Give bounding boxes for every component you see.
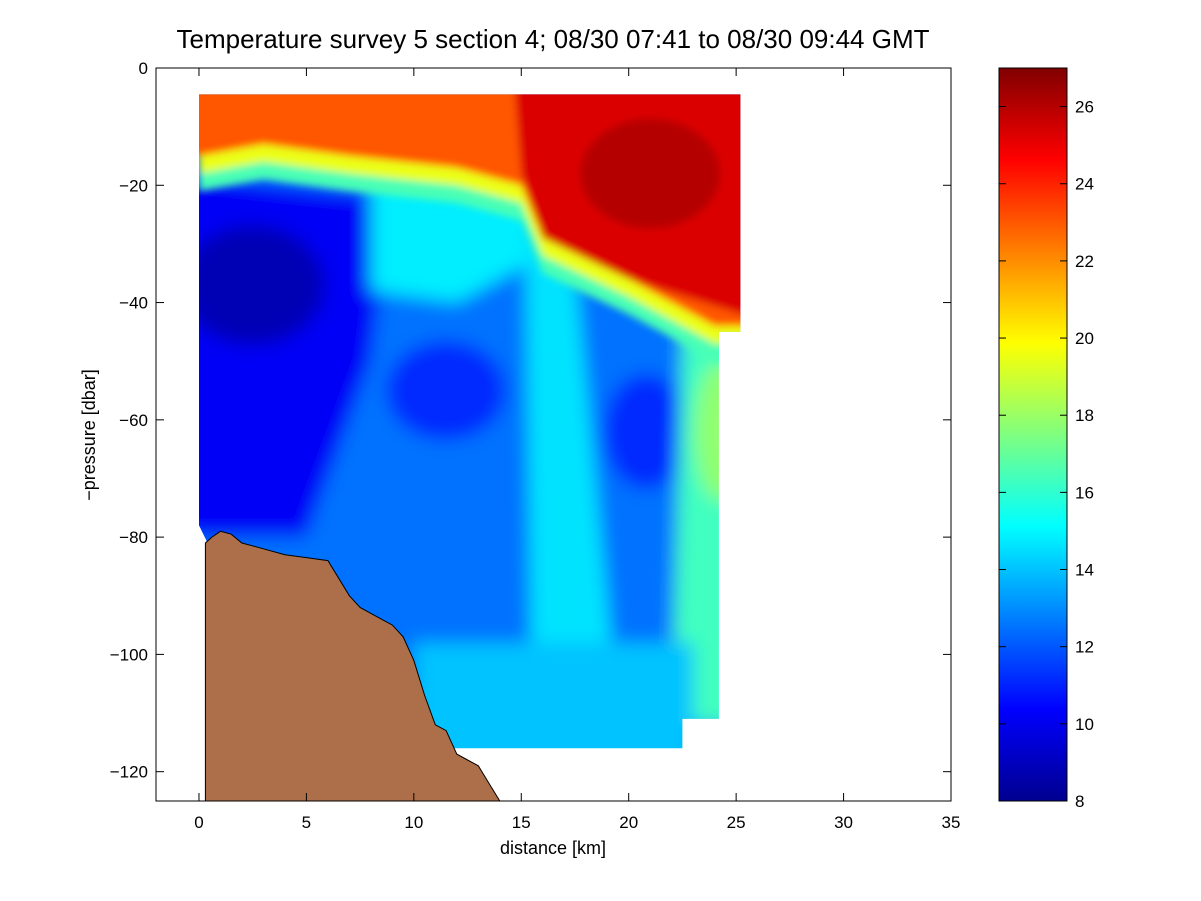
y-tick-label: −40	[119, 294, 148, 313]
x-tick-label: 0	[194, 813, 203, 832]
colorbar-tick-label: 8	[1075, 792, 1084, 811]
y-axis-ticks: 0 −20 −40 −60 −80 −100 −120	[110, 59, 951, 782]
field-thermocline-high	[199, 138, 741, 344]
y-tick-label: −120	[110, 763, 148, 782]
x-tick-label: 15	[512, 813, 531, 832]
x-tick-label: 35	[942, 813, 961, 832]
colorbar-tick-label: 14	[1075, 561, 1094, 580]
colorbar: 8 10 12 14 16 18 20 22 24 26	[998, 67, 1094, 811]
x-tick-label: 10	[404, 813, 423, 832]
y-axis-label: −pressure [dbar]	[79, 369, 99, 501]
colorbar-tick-label: 12	[1075, 638, 1094, 657]
field-thermocline-low	[199, 155, 741, 362]
field-warm-band	[525, 232, 618, 714]
field-cold-pool	[386, 340, 507, 441]
bathymetry-seafloor	[204, 530, 501, 802]
y-tick-label: −60	[119, 411, 148, 430]
colorbar-tick-label: 24	[1075, 175, 1094, 194]
plot-area: 0 5 10 15 20 25 30 35 0 −20 −40 −60 −80 −100 −120	[110, 59, 961, 832]
y-tick-label: 0	[139, 59, 148, 78]
x-tick-label: 5	[302, 813, 311, 832]
x-tick-label: 25	[727, 813, 746, 832]
field-mixed-layer-hot-spot	[580, 118, 721, 229]
colorbar-tick-label: 16	[1075, 483, 1094, 502]
field-deep-basin	[413, 642, 694, 749]
colorbar-gradient	[998, 67, 1068, 802]
x-tick-label: 30	[834, 813, 853, 832]
colorbar-tick-label: 22	[1075, 252, 1094, 271]
y-tick-label: −20	[119, 176, 148, 195]
colorbar-tick-label: 18	[1075, 406, 1094, 425]
field-eastern-cold-lens	[603, 373, 688, 490]
y-tick-label: −100	[110, 645, 148, 664]
field-cold-core	[199, 224, 325, 345]
plot-frame	[155, 67, 952, 802]
colorbar-tick-label: 10	[1075, 715, 1094, 734]
x-axis-ticks: 0 5 10 15 20 25 30 35	[194, 68, 960, 832]
x-axis-label: distance [km]	[500, 838, 606, 858]
colorbar-ticks: 8 10 12 14 16 18 20 22 24 26	[999, 98, 1094, 811]
colorbar-tick-label: 20	[1075, 329, 1094, 348]
colorbar-tick-label: 26	[1075, 98, 1094, 117]
chart-title: Temperature survey 5 section 4; 08/30 07…	[177, 24, 930, 54]
x-tick-label: 20	[619, 813, 638, 832]
y-tick-label: −80	[119, 528, 148, 547]
temperature-field	[199, 94, 741, 749]
